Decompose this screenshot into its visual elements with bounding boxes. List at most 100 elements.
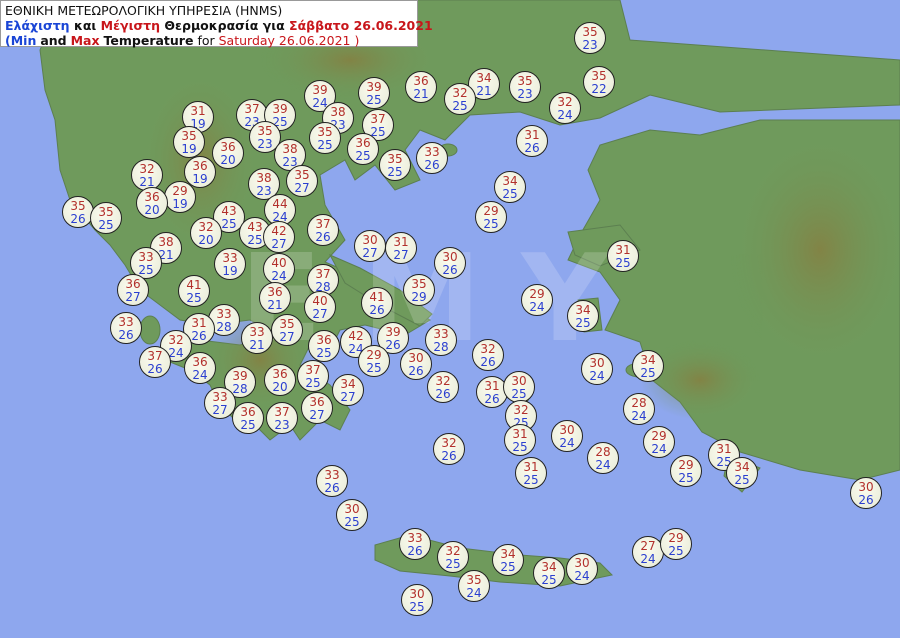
- max-temp: 35: [257, 124, 273, 138]
- min-temp: 23: [517, 87, 533, 101]
- max-temp: 31: [512, 427, 528, 441]
- station-marker: 32 26: [427, 371, 459, 403]
- min-temp: 25: [98, 218, 114, 232]
- max-temp: 35: [517, 74, 533, 88]
- station-marker: 36 20: [264, 364, 296, 396]
- min-temp: 26: [408, 364, 424, 378]
- station-marker: 30 24: [566, 553, 598, 585]
- max-temp: 30: [858, 480, 874, 494]
- max-temp: 37: [370, 112, 386, 126]
- max-temp: 34: [575, 303, 591, 317]
- min-temp: 27: [294, 181, 310, 195]
- station-marker: 30 27: [354, 230, 386, 262]
- label-and-gr: και: [73, 18, 97, 33]
- station-marker: 31 27: [385, 232, 417, 264]
- station-marker: 33 26: [399, 528, 431, 560]
- max-temp: 32: [198, 220, 214, 234]
- min-temp: 24: [640, 552, 656, 566]
- max-temp: 38: [282, 142, 298, 156]
- min-temp: 26: [70, 212, 86, 226]
- max-temp: 37: [274, 405, 290, 419]
- max-temp: 36: [192, 355, 208, 369]
- max-temp: 35: [411, 277, 427, 291]
- max-temp: 39: [312, 83, 328, 97]
- min-temp: 24: [168, 346, 184, 360]
- min-temp: 27: [279, 330, 295, 344]
- station-marker: 39 25: [264, 99, 296, 131]
- station-marker: 33 26: [416, 142, 448, 174]
- station-marker: 37 28: [307, 264, 339, 296]
- max-temp: 29: [651, 429, 667, 443]
- station-marker: 31 26: [476, 376, 508, 408]
- max-temp: 35: [387, 152, 403, 166]
- max-temp: 36: [220, 140, 236, 154]
- min-temp: 23: [282, 155, 298, 169]
- label-date-en: Saturday 26.06.2021 ): [218, 33, 360, 48]
- min-temp: 25: [387, 165, 403, 179]
- station-marker: 33 19: [214, 248, 246, 280]
- min-temp: 27: [125, 290, 141, 304]
- station-marker: 36 25: [347, 133, 379, 165]
- min-temp: 25: [500, 560, 516, 574]
- min-temp: 26: [524, 141, 540, 155]
- station-marker: 42 27: [263, 221, 295, 253]
- min-temp: 26: [441, 449, 457, 463]
- max-temp: 31: [615, 243, 631, 257]
- max-temp: 34: [500, 547, 516, 561]
- station-marker: 41 26: [361, 287, 393, 319]
- station-marker: 36 21: [405, 71, 437, 103]
- label-for-en: for: [197, 33, 215, 48]
- min-temp: 27: [362, 246, 378, 260]
- max-temp: 41: [369, 290, 385, 304]
- max-temp: 32: [445, 544, 461, 558]
- min-temp: 26: [315, 230, 331, 244]
- min-temp: 26: [147, 362, 163, 376]
- station-marker: 34 27: [332, 374, 364, 406]
- min-temp: 24: [557, 108, 573, 122]
- min-temp: 25: [138, 263, 154, 277]
- min-temp: 25: [483, 217, 499, 231]
- station-marker: 35 23: [509, 71, 541, 103]
- label-date-gr: Σάββατο 26.06.2021: [289, 18, 433, 33]
- title-english: (Min and Max Temperature for Saturday 26…: [5, 33, 413, 48]
- max-temp: 33: [216, 307, 232, 321]
- max-temp: 34: [502, 174, 518, 188]
- min-temp: 25: [445, 557, 461, 571]
- station-marker: 35 23: [574, 22, 606, 54]
- min-temp: 21: [249, 338, 265, 352]
- station-marker: 27 24: [632, 536, 664, 568]
- min-temp: 19: [181, 142, 197, 156]
- station-marker: 34 21: [468, 68, 500, 100]
- max-temp: 36: [267, 285, 283, 299]
- min-temp: 28: [216, 320, 232, 334]
- min-temp: 24: [574, 569, 590, 583]
- max-temp: 42: [271, 224, 287, 238]
- station-marker: 32 24: [160, 330, 192, 362]
- station-marker: 34 25: [533, 557, 565, 589]
- max-temp: 35: [279, 317, 295, 331]
- min-temp: 25: [221, 217, 237, 231]
- max-temp: 35: [98, 205, 114, 219]
- station-marker: 31 26: [516, 125, 548, 157]
- min-temp: 21: [158, 248, 174, 262]
- max-temp: 37: [244, 102, 260, 116]
- max-temp: 32: [441, 436, 457, 450]
- label-min-gr: Ελάχιστη: [5, 18, 70, 33]
- station-marker: 33 26: [110, 312, 142, 344]
- station-marker: 35 22: [583, 66, 615, 98]
- station-marker: 34 25: [492, 544, 524, 576]
- max-temp: 29: [366, 348, 382, 362]
- max-temp: 31: [716, 442, 732, 456]
- min-temp: 23: [582, 38, 598, 52]
- min-temp: 27: [312, 307, 328, 321]
- label-max-en: Max: [70, 33, 100, 48]
- min-temp: 24: [529, 300, 545, 314]
- station-marker: 37 25: [297, 360, 329, 392]
- station-marker: 32 25: [437, 541, 469, 573]
- min-temp: 25: [344, 515, 360, 529]
- max-temp: 31: [190, 104, 206, 118]
- min-temp: 25: [511, 387, 527, 401]
- station-marker: 30 26: [850, 477, 882, 509]
- max-temp: 37: [315, 267, 331, 281]
- title-greek: Ελάχιστη και Μέγιστη Θερμοκρασία για Σάβ…: [5, 18, 433, 33]
